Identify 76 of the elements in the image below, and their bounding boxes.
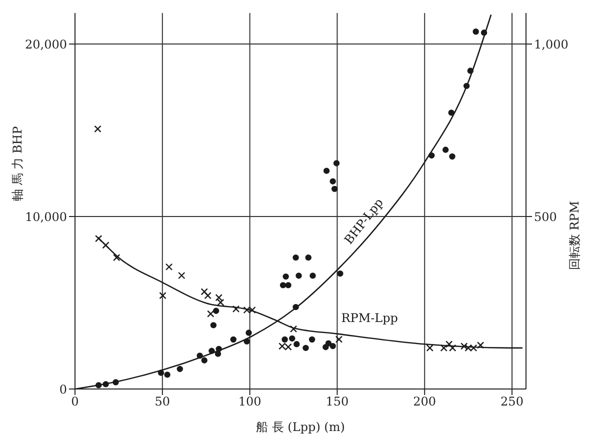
point (442, 146, 449, 153)
point (201, 357, 208, 364)
point (232, 305, 240, 313)
y-axis-title: 軸 馬 力 BHP (10, 126, 24, 201)
point (302, 344, 309, 352)
point (330, 342, 336, 350)
x-tick-label: 250 (500, 394, 524, 409)
point (460, 342, 468, 350)
point (212, 308, 220, 314)
x-axis-title: 船 長 (Lpp) (m) (256, 420, 345, 434)
point (214, 350, 222, 357)
point (113, 254, 120, 262)
y2-tick-label: 1,000 (534, 37, 568, 52)
point (102, 242, 110, 249)
x-tick-label: 150 (326, 394, 349, 409)
point (330, 178, 336, 184)
point (158, 370, 164, 376)
point (335, 336, 343, 343)
point (292, 254, 299, 261)
x-tick-label: 100 (238, 394, 262, 409)
point (196, 352, 203, 359)
x-tick-label: 0 (71, 394, 79, 409)
point (480, 30, 488, 36)
point (448, 110, 454, 116)
point (445, 340, 453, 348)
point (472, 28, 479, 35)
y2-tick-label: 500 (534, 210, 557, 224)
point (305, 254, 312, 261)
point (310, 272, 316, 279)
point (467, 68, 474, 74)
point (102, 381, 109, 388)
point (294, 341, 300, 348)
point (200, 288, 208, 296)
x-tick-label: 200 (413, 394, 436, 409)
point (215, 294, 222, 302)
point (282, 336, 288, 343)
point (426, 344, 434, 352)
point (112, 379, 119, 386)
point (296, 272, 302, 279)
point (333, 160, 340, 166)
point (331, 186, 338, 192)
point (282, 273, 289, 280)
point (428, 152, 435, 159)
point (208, 348, 215, 354)
point (216, 346, 222, 352)
point (289, 335, 296, 342)
x-tick-label: 50 (154, 394, 170, 409)
point (159, 292, 166, 300)
point (292, 304, 299, 310)
point (165, 263, 173, 270)
y-tick-label: 0 (59, 382, 67, 396)
point (285, 282, 292, 288)
point (308, 336, 316, 343)
point (337, 270, 344, 277)
point (176, 366, 183, 372)
point (217, 298, 224, 306)
point (246, 330, 252, 336)
point (449, 153, 456, 160)
point (210, 322, 217, 328)
point (244, 338, 250, 344)
series-label: RPM-Lpp (341, 310, 398, 325)
point (230, 336, 236, 343)
point (463, 82, 470, 90)
point (323, 168, 330, 174)
point (207, 310, 214, 318)
y2-axis-title: 回転数 RPM (567, 201, 582, 270)
point (96, 382, 102, 388)
point (164, 372, 170, 378)
point (325, 340, 332, 346)
point (178, 272, 186, 280)
y-tick-label: 20,000 (25, 37, 67, 52)
point (204, 292, 212, 300)
point (280, 282, 286, 288)
point (94, 125, 102, 133)
y-tick-label: 10,000 (25, 210, 67, 224)
point (290, 325, 298, 333)
